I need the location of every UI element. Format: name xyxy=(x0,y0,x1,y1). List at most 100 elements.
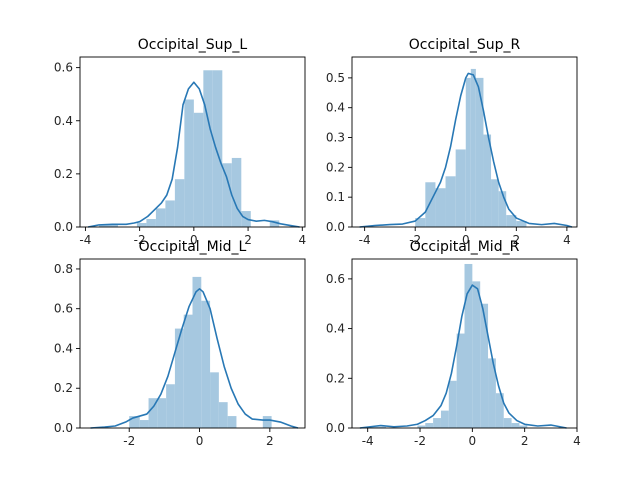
histogram-bar xyxy=(139,420,149,428)
histogram-bar xyxy=(456,333,465,428)
y-tick-label: 0.4 xyxy=(54,114,73,128)
histogram-bar xyxy=(495,393,504,428)
histogram-bar xyxy=(370,426,379,428)
histogram-bar xyxy=(192,276,202,428)
histogram-bar xyxy=(440,410,449,428)
subplot-occipital-sup-r: -4 -2 0 2 4 0.0 0.1 0.2 0.3 0.4 0.5 Occipital_Sup_R xyxy=(326,37,578,247)
histogram-bar xyxy=(210,372,219,428)
y-tick-label: 0.6 xyxy=(54,302,73,316)
y-tick-label: 0.2 xyxy=(326,160,345,174)
histogram-bar xyxy=(491,179,499,227)
kde-line xyxy=(87,81,300,228)
histogram-bar xyxy=(480,303,489,428)
y-tick-label: 0.3 xyxy=(326,131,345,145)
kde-line xyxy=(359,284,567,429)
x-tick-label: -2 xyxy=(409,233,421,247)
x-tick-label: 0 xyxy=(196,434,204,448)
subplot-occipital-mid-l: -2 0 2 0.0 0.2 0.4 0.6 0.8 Occipital_Mid_L xyxy=(54,239,306,448)
y-tick-label: 0.0 xyxy=(326,421,345,435)
histogram-bar xyxy=(129,416,140,428)
histogram-bar xyxy=(148,398,158,428)
x-tick-label: 0 xyxy=(190,233,198,247)
subplot-title: Occipital_Sup_L xyxy=(138,37,248,53)
histogram-bar xyxy=(483,134,492,227)
histogram-bar xyxy=(488,358,496,428)
subplot-title: Occipital_Sup_R xyxy=(409,37,521,53)
histogram-bar xyxy=(503,418,512,428)
axes-frame xyxy=(79,258,306,429)
x-tick-label: 2 xyxy=(244,233,252,247)
x-tick-label: -4 xyxy=(79,233,91,247)
x-tick-label: 4 xyxy=(298,233,306,247)
histogram-bar xyxy=(146,219,156,227)
y-tick-label: 0.1 xyxy=(326,190,345,204)
x-tick-label: 0 xyxy=(469,434,477,448)
axes-frame xyxy=(351,258,578,429)
histogram-bar xyxy=(475,77,484,227)
y-tick-label: 0.0 xyxy=(54,220,73,234)
histogram-bar xyxy=(262,416,272,428)
histogram-bar xyxy=(498,191,507,227)
histogram-bar xyxy=(193,112,204,227)
x-tick-label: 2 xyxy=(521,434,529,448)
kde-line xyxy=(90,288,299,429)
y-tick-label: 0.4 xyxy=(326,101,345,115)
histogram-bar xyxy=(222,163,232,227)
histogram-bar xyxy=(157,398,167,428)
x-tick-label: 0 xyxy=(462,233,470,247)
subplot-occipital-sup-l: -4 -2 0 2 4 0.0 0.2 0.4 0.6 Occipital_Sup_L xyxy=(54,37,306,247)
y-tick-label: 0.4 xyxy=(326,322,345,336)
histogram-bar xyxy=(455,149,466,227)
subplot-occipital-mid-r: -4 -2 0 2 4 0.0 0.2 0.4 0.6 Occipital_Mid_R xyxy=(326,239,581,448)
y-tick-label: 0.2 xyxy=(326,371,345,385)
histogram-bar xyxy=(470,68,476,227)
histogram-bar xyxy=(448,380,457,428)
x-tick-label: -2 xyxy=(414,434,426,448)
x-tick-label: -4 xyxy=(359,233,371,247)
y-tick-label: 0.0 xyxy=(54,421,73,435)
histogram-bar xyxy=(506,215,517,227)
y-tick-label: 0.2 xyxy=(54,167,73,181)
histogram-bar xyxy=(98,224,109,227)
histogram-bar xyxy=(465,77,471,227)
x-tick-label: 4 xyxy=(563,233,571,247)
histogram-bar xyxy=(231,157,242,227)
histogram-bar xyxy=(174,179,185,227)
y-tick-label: 0.6 xyxy=(54,61,73,75)
histogram-bar xyxy=(433,418,441,428)
y-tick-label: 0.6 xyxy=(326,272,345,286)
histogram-bar xyxy=(425,182,436,227)
histogram-bar xyxy=(165,200,175,227)
histogram-bar xyxy=(136,223,147,227)
x-tick-label: 2 xyxy=(513,233,521,247)
histogram-bar xyxy=(445,176,456,227)
y-tick-label: 0.5 xyxy=(326,71,345,85)
histogram-bar xyxy=(519,425,528,428)
histogram-bar xyxy=(203,70,213,227)
subplot-title: Occipital_Mid_R xyxy=(410,239,520,255)
histogram-bar xyxy=(227,416,237,428)
y-tick-label: 0.0 xyxy=(326,220,345,234)
x-tick-label: -2 xyxy=(134,233,146,247)
histogram-bar xyxy=(174,328,184,428)
histogram-bar xyxy=(425,423,434,428)
axes-frame xyxy=(351,56,578,228)
histogram-bar xyxy=(435,188,446,227)
histogram-bar xyxy=(269,220,280,227)
histogram-bar xyxy=(108,224,118,227)
histogram-bar xyxy=(184,99,194,227)
histogram-bar xyxy=(417,425,426,428)
subplot-title: Occipital_Mid_L xyxy=(139,239,247,255)
histogram-bar xyxy=(183,314,193,428)
kde-line xyxy=(359,72,573,228)
axes-frame xyxy=(79,56,306,228)
x-tick-label: -2 xyxy=(123,434,135,448)
histogram-bar xyxy=(464,263,473,428)
x-tick-label: 4 xyxy=(573,434,581,448)
y-tick-label: 0.4 xyxy=(54,341,73,355)
y-tick-label: 0.2 xyxy=(54,381,73,395)
y-tick-label: 0.8 xyxy=(54,262,73,276)
histogram-bar xyxy=(212,70,223,227)
